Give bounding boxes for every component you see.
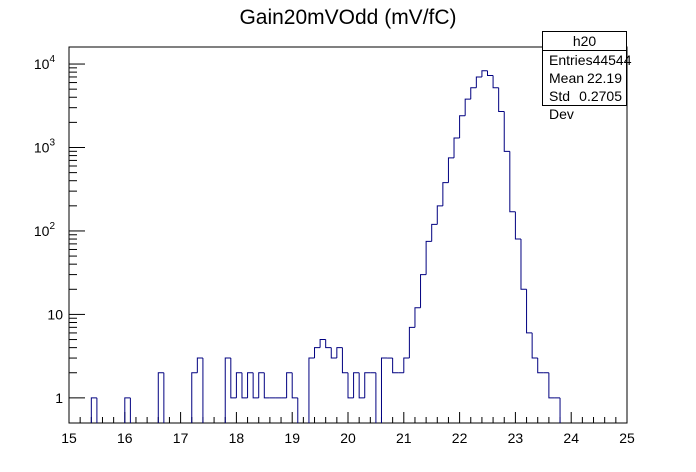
histogram-bin: [442, 182, 449, 206]
stats-row-mean: Mean 22.19: [543, 69, 626, 87]
histogram-bin: [124, 397, 131, 423]
x-tick-label: 16: [117, 430, 133, 446]
histogram-bin: [464, 98, 471, 116]
histogram-bin: [531, 332, 538, 359]
histogram-bin: [358, 372, 365, 399]
histogram-bin: [247, 372, 254, 398]
histogram-bin: [514, 211, 521, 240]
histogram-bin: [230, 358, 237, 399]
y-tick-label: 104: [34, 54, 56, 72]
stats-value: 0.2705: [579, 88, 622, 104]
y-tick-label: 102: [34, 221, 56, 239]
histogram-bin: [487, 70, 494, 76]
histogram-bin: [503, 111, 510, 152]
histogram-bin: [403, 357, 410, 373]
histogram-bin: [420, 274, 427, 308]
histogram-bins: [90, 70, 561, 423]
y-tick-label: 1: [55, 390, 63, 406]
histogram-bin: [353, 372, 360, 398]
stats-label: Std Dev: [549, 88, 574, 122]
x-tick-label: 23: [508, 430, 524, 446]
stats-name: h20: [543, 32, 626, 51]
histogram-bin: [364, 372, 371, 398]
stats-value: 44544: [592, 52, 632, 68]
histogram-bin: [380, 357, 388, 423]
tick-labels: 15 16 17 18 19 20 21 22 23 24 25 1 10 102 103 104: [34, 54, 635, 446]
histogram-bin: [498, 87, 505, 112]
histogram-bin: [509, 151, 516, 213]
histogram-bin: [526, 289, 533, 334]
x-tick-label: 18: [229, 430, 245, 446]
histogram-bin: [548, 372, 555, 399]
chart-title: Gain20mVOdd (mV/fC): [239, 6, 457, 29]
histogram-bin: [157, 372, 164, 423]
stats-row-entries: Entries 44544: [543, 51, 632, 69]
histogram-bin: [436, 205, 443, 225]
x-tick-label: 22: [452, 430, 468, 446]
histogram-bin: [425, 240, 432, 275]
histogram-bin: [431, 223, 438, 242]
histogram-bin: [414, 307, 421, 328]
histogram-bin: [235, 372, 242, 398]
x-tick-label: 25: [619, 430, 635, 446]
stats-box: h20 Entries 44544 Mean 22.19 Std Dev 0.2…: [542, 31, 632, 122]
stats-label: Mean: [549, 70, 585, 86]
histogram-bin: [459, 115, 466, 138]
histogram-bin: [252, 372, 259, 399]
histogram-bin: [314, 347, 321, 359]
histogram-bin: [308, 357, 315, 423]
histogram-bin: [291, 372, 298, 399]
histogram-bin: [263, 372, 270, 399]
histogram-bin: [481, 70, 488, 77]
histogram-bin: [537, 358, 544, 374]
histogram-bin: [392, 358, 399, 374]
y-tick-label: 10: [47, 306, 63, 322]
x-tick-label: 17: [173, 430, 189, 446]
histogram-bin: [347, 372, 354, 399]
histogram-bin: [341, 347, 348, 374]
x-tick-label: 20: [340, 430, 356, 446]
y-tick-label: 103: [34, 137, 56, 155]
histogram-bin: [520, 239, 527, 290]
histogram-bin: [325, 339, 332, 349]
x-tick-label: 21: [396, 430, 412, 446]
histogram-bin: [475, 76, 482, 88]
x-tick-label: 24: [563, 430, 579, 446]
histogram-bin: [90, 397, 97, 423]
histogram-bin: [330, 347, 337, 359]
x-tick-label: 19: [284, 430, 300, 446]
histogram-bin: [196, 357, 203, 373]
histogram-bin: [470, 87, 477, 100]
histogram-bin: [258, 372, 265, 398]
stats-value: 22.19: [586, 70, 622, 86]
stats-label: Entries: [549, 52, 593, 68]
histogram-bin: [319, 339, 326, 348]
histogram-bin: [241, 372, 248, 399]
histogram-bin: [492, 75, 499, 89]
histogram-bin: [191, 372, 198, 423]
histogram-bin: [224, 357, 231, 423]
histogram-bin: [286, 372, 293, 398]
stats-row-stddev: Std Dev 0.2705: [543, 87, 626, 122]
histogram-bin: [336, 347, 343, 359]
histogram-bin: [408, 326, 415, 359]
axis-ticks: [68, 63, 628, 423]
histogram-bin: [447, 157, 455, 183]
histogram-bin: [453, 137, 460, 158]
x-tick-label: 15: [61, 430, 77, 446]
